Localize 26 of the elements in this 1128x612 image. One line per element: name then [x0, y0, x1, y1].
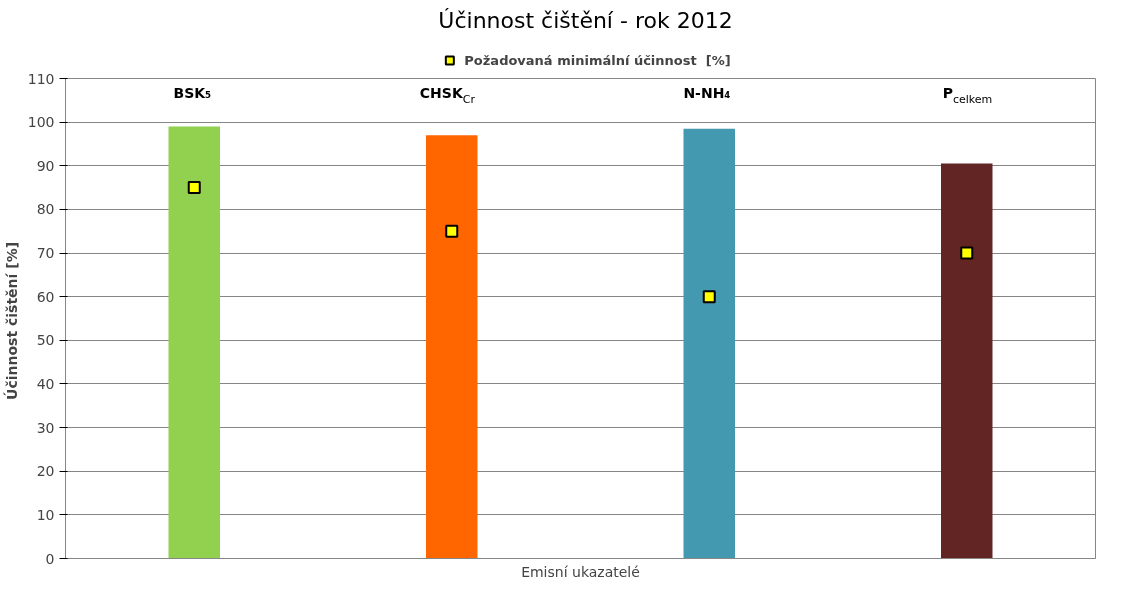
bar: [426, 135, 478, 559]
point: [445, 224, 459, 238]
x-tick-label: BSK₅: [173, 84, 212, 101]
y-tick-label: 100: [27, 114, 55, 131]
chart-title: Účinnost čištění - rok 2012: [438, 7, 733, 33]
y-tick-label: 0: [45, 550, 55, 567]
x-axis-title: Emisní ukazatelé: [521, 563, 640, 580]
y-axis-title: Účinnost čištění [%]: [2, 241, 20, 400]
y-tick-label: 110: [27, 70, 55, 87]
bar: [168, 126, 220, 559]
bar: [941, 163, 993, 559]
y-tick-label: 20: [36, 463, 55, 480]
point: [702, 290, 716, 304]
y-tick-label: 10: [36, 506, 55, 523]
y-tick-label: 30: [36, 419, 55, 436]
x-tick-label: N-NH₄: [683, 84, 731, 101]
legend-label: Požadovaná minimální účinnost [%]: [464, 52, 731, 68]
y-tick-label: 50: [36, 332, 55, 349]
y-tick-label: 90: [36, 157, 55, 174]
y-tick-label: 70: [36, 245, 55, 262]
y-tick-label: 40: [36, 375, 55, 392]
point: [960, 246, 974, 260]
y-tick-label: 60: [36, 288, 55, 305]
bar: [683, 128, 735, 559]
y-tick-label: 80: [36, 201, 55, 218]
point: [187, 181, 201, 195]
